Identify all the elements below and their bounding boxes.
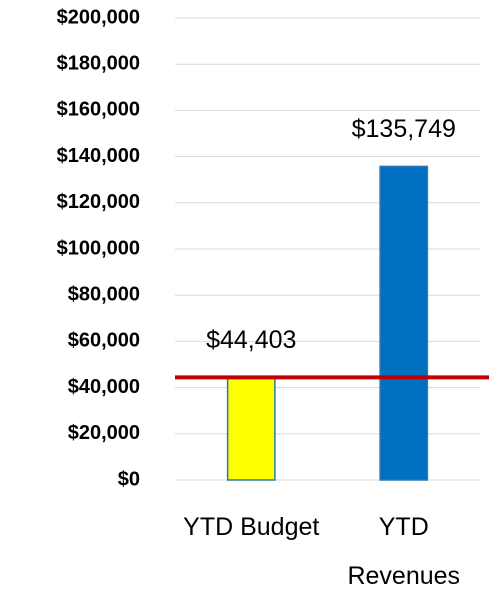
bar [379, 165, 429, 481]
bar [226, 376, 276, 481]
y-tick-label: $60,000 [68, 330, 140, 352]
x-tick-label: YTD Revenues [347, 513, 461, 590]
y-tick-label: $160,000 [57, 99, 140, 121]
data-label: $135,749 [352, 115, 456, 143]
data-label: $44,403 [206, 326, 296, 354]
y-tick-label: $100,000 [57, 237, 140, 259]
x-tick-label: YTD Budget [183, 513, 320, 541]
y-tick-label: $180,000 [57, 52, 140, 74]
y-tick-label: $40,000 [68, 376, 140, 398]
y-tick-label: $80,000 [68, 283, 140, 305]
y-tick-label: $0 [118, 468, 140, 490]
y-tick-label: $120,000 [57, 191, 140, 213]
y-tick-label: $20,000 [68, 422, 140, 444]
y-tick-label: $140,000 [57, 145, 140, 167]
y-tick-label: $200,000 [57, 6, 140, 28]
